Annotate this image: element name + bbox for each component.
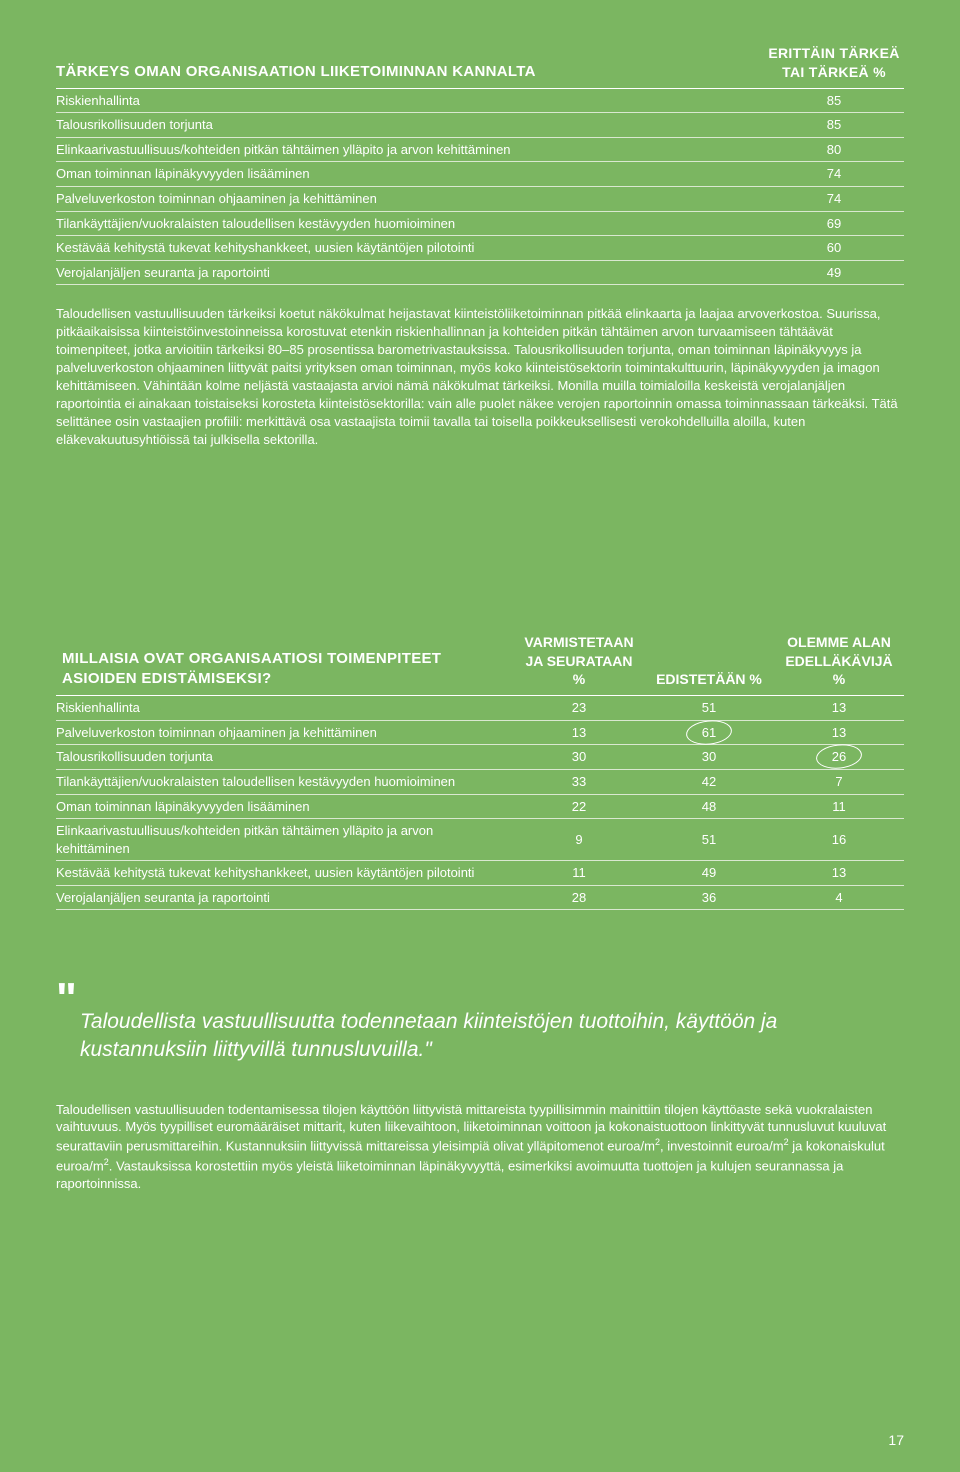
table-row: Tilankäyttäjien/vuokralaisten taloudelli… xyxy=(56,769,904,794)
row-label: Palveluverkoston toiminnan ohjaaminen ja… xyxy=(56,186,764,211)
table-row: Elinkaarivastuullisuus/kohteiden pitkän … xyxy=(56,137,904,162)
table2-col1: VARMISTETAAN JA SEURATAAN % xyxy=(514,629,644,696)
table2-col2: EDISTETÄÄN % xyxy=(644,629,774,696)
table-row: Verojalanjäljen seuranta ja raportointi4… xyxy=(56,260,904,285)
row-value: 22 xyxy=(514,794,644,819)
row-value: 11 xyxy=(774,794,904,819)
table1-header-value: ERITTÄIN TÄRKEÄ TAI TÄRKEÄ % xyxy=(764,40,904,88)
row-value: 48 xyxy=(644,794,774,819)
row-label: Tilankäyttäjien/vuokralaisten taloudelli… xyxy=(56,769,514,794)
row-value: 60 xyxy=(764,236,904,261)
paragraph-1: Taloudellisen vastuullisuuden tärkeiksi … xyxy=(56,305,904,449)
table-row: Oman toiminnan läpinäkyvyyden lisääminen… xyxy=(56,794,904,819)
table2-header-label: MILLAISIA OVAT ORGANISAATIOSI TOIMENPITE… xyxy=(56,629,514,696)
row-value: 80 xyxy=(764,137,904,162)
row-value: 69 xyxy=(764,211,904,236)
row-value: 13 xyxy=(774,720,904,745)
table-row: Elinkaarivastuullisuus/kohteiden pitkän … xyxy=(56,819,904,861)
row-label: Palveluverkoston toiminnan ohjaaminen ja… xyxy=(56,720,514,745)
row-label: Talousrikollisuuden torjunta xyxy=(56,113,764,138)
row-value: 4 xyxy=(774,885,904,910)
paragraph-2: Taloudellisen vastuullisuuden todentamis… xyxy=(56,1101,904,1193)
row-value: 13 xyxy=(514,720,644,745)
row-value: 9 xyxy=(514,819,644,861)
row-value: 42 xyxy=(644,769,774,794)
row-label: Verojalanjäljen seuranta ja raportointi xyxy=(56,260,764,285)
row-label: Oman toiminnan läpinäkyvyyden lisääminen xyxy=(56,794,514,819)
table-row: Verojalanjäljen seuranta ja raportointi2… xyxy=(56,885,904,910)
row-value: 26 xyxy=(774,745,904,770)
table-row: Oman toiminnan läpinäkyvyyden lisääminen… xyxy=(56,162,904,187)
row-value: 13 xyxy=(774,696,904,721)
row-value: 11 xyxy=(514,861,644,886)
quote-mark-icon: " xyxy=(56,990,904,1008)
page-number: 17 xyxy=(888,1431,904,1450)
row-value: 85 xyxy=(764,88,904,113)
table2-col3: OLEMME ALAN EDELLÄKÄVIJÄ % xyxy=(774,629,904,696)
table-row: Talousrikollisuuden torjunta303026 xyxy=(56,745,904,770)
row-label: Tilankäyttäjien/vuokralaisten taloudelli… xyxy=(56,211,764,236)
row-value: 30 xyxy=(644,745,774,770)
quote-text: Taloudellista vastuullisuutta todennetaa… xyxy=(80,1008,904,1065)
table-row: Talousrikollisuuden torjunta85 xyxy=(56,113,904,138)
row-value: 51 xyxy=(644,696,774,721)
row-value: 51 xyxy=(644,819,774,861)
row-value: 23 xyxy=(514,696,644,721)
row-value: 30 xyxy=(514,745,644,770)
row-label: Kestävää kehitystä tukevat kehityshankke… xyxy=(56,236,764,261)
row-label: Kestävää kehitystä tukevat kehityshankke… xyxy=(56,861,514,886)
row-value: 36 xyxy=(644,885,774,910)
table-row: Tilankäyttäjien/vuokralaisten taloudelli… xyxy=(56,211,904,236)
importance-table: TÄRKEYS OMAN ORGANISAATION LIIKETOIMINNA… xyxy=(56,40,904,285)
row-label: Verojalanjäljen seuranta ja raportointi xyxy=(56,885,514,910)
table-row: Kestävää kehitystä tukevat kehityshankke… xyxy=(56,861,904,886)
row-label: Elinkaarivastuullisuus/kohteiden pitkän … xyxy=(56,819,514,861)
row-value: 7 xyxy=(774,769,904,794)
row-value: 28 xyxy=(514,885,644,910)
table-row: Palveluverkoston toiminnan ohjaaminen ja… xyxy=(56,186,904,211)
row-label: Talousrikollisuuden torjunta xyxy=(56,745,514,770)
row-value: 49 xyxy=(644,861,774,886)
table1-header-label: TÄRKEYS OMAN ORGANISAATION LIIKETOIMINNA… xyxy=(56,40,764,88)
row-value: 61 xyxy=(644,720,774,745)
row-label: Riskienhallinta xyxy=(56,88,764,113)
measures-table: MILLAISIA OVAT ORGANISAATIOSI TOIMENPITE… xyxy=(56,629,904,911)
row-value: 74 xyxy=(764,186,904,211)
row-value: 49 xyxy=(764,260,904,285)
row-label: Riskienhallinta xyxy=(56,696,514,721)
row-value: 16 xyxy=(774,819,904,861)
table-row: Riskienhallinta85 xyxy=(56,88,904,113)
row-label: Oman toiminnan läpinäkyvyyden lisääminen xyxy=(56,162,764,187)
row-value: 85 xyxy=(764,113,904,138)
pull-quote: " Taloudellista vastuullisuutta todennet… xyxy=(56,990,904,1064)
row-label: Elinkaarivastuullisuus/kohteiden pitkän … xyxy=(56,137,764,162)
row-value: 74 xyxy=(764,162,904,187)
row-value: 13 xyxy=(774,861,904,886)
table-row: Riskienhallinta235113 xyxy=(56,696,904,721)
row-value: 33 xyxy=(514,769,644,794)
table-row: Kestävää kehitystä tukevat kehityshankke… xyxy=(56,236,904,261)
table-row: Palveluverkoston toiminnan ohjaaminen ja… xyxy=(56,720,904,745)
